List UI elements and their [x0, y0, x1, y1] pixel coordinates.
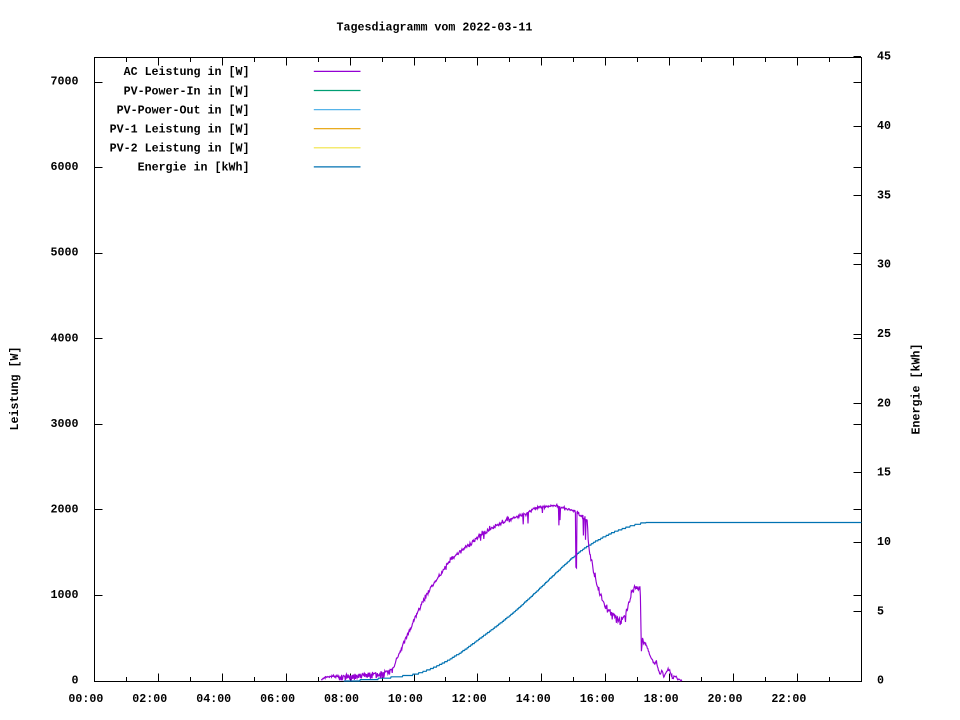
svg-text:20:00: 20:00 [708, 692, 743, 706]
svg-text:Leistung [W]: Leistung [W] [8, 347, 22, 431]
svg-text:04:00: 04:00 [196, 692, 231, 706]
svg-text:7000: 7000 [51, 75, 79, 89]
svg-text:15: 15 [877, 466, 891, 480]
svg-text:12:00: 12:00 [452, 692, 487, 706]
svg-text:18:00: 18:00 [644, 692, 679, 706]
svg-text:20: 20 [877, 396, 891, 410]
svg-text:1000: 1000 [51, 588, 79, 602]
svg-text:0: 0 [877, 674, 884, 688]
svg-text:PV-Power-Out in [W]: PV-Power-Out in [W] [117, 103, 250, 117]
svg-text:02:00: 02:00 [132, 692, 167, 706]
svg-text:10:00: 10:00 [388, 692, 423, 706]
svg-text:22:00: 22:00 [771, 692, 806, 706]
svg-text:4000: 4000 [51, 331, 79, 345]
svg-text:40: 40 [877, 119, 891, 133]
svg-text:PV-1 Leistung in [W]: PV-1 Leistung in [W] [110, 123, 250, 137]
svg-text:PV-Power-In in [W]: PV-Power-In in [W] [124, 84, 250, 98]
svg-text:0: 0 [72, 674, 79, 688]
svg-text:Energie in [kWh]: Energie in [kWh] [138, 161, 250, 175]
svg-text:Energie [kWh]: Energie [kWh] [910, 344, 924, 435]
svg-text:5000: 5000 [51, 246, 79, 260]
svg-text:10: 10 [877, 535, 891, 549]
svg-text:35: 35 [877, 188, 891, 202]
svg-text:14:00: 14:00 [516, 692, 551, 706]
svg-text:06:00: 06:00 [260, 692, 295, 706]
svg-text:08:00: 08:00 [324, 692, 359, 706]
svg-text:Tagesdiagramm vom 2022-03-11: Tagesdiagramm vom 2022-03-11 [337, 20, 533, 34]
svg-text:2000: 2000 [51, 503, 79, 517]
svg-text:6000: 6000 [51, 160, 79, 174]
svg-text:30: 30 [877, 258, 891, 272]
svg-text:16:00: 16:00 [580, 692, 615, 706]
svg-text:00:00: 00:00 [68, 692, 103, 706]
svg-text:25: 25 [877, 327, 891, 341]
svg-text:3000: 3000 [51, 417, 79, 431]
svg-text:AC Leistung in [W]: AC Leistung in [W] [124, 65, 250, 79]
svg-text:45: 45 [877, 50, 891, 64]
svg-text:5: 5 [877, 604, 884, 618]
svg-text:PV-2 Leistung in [W]: PV-2 Leistung in [W] [110, 142, 250, 156]
